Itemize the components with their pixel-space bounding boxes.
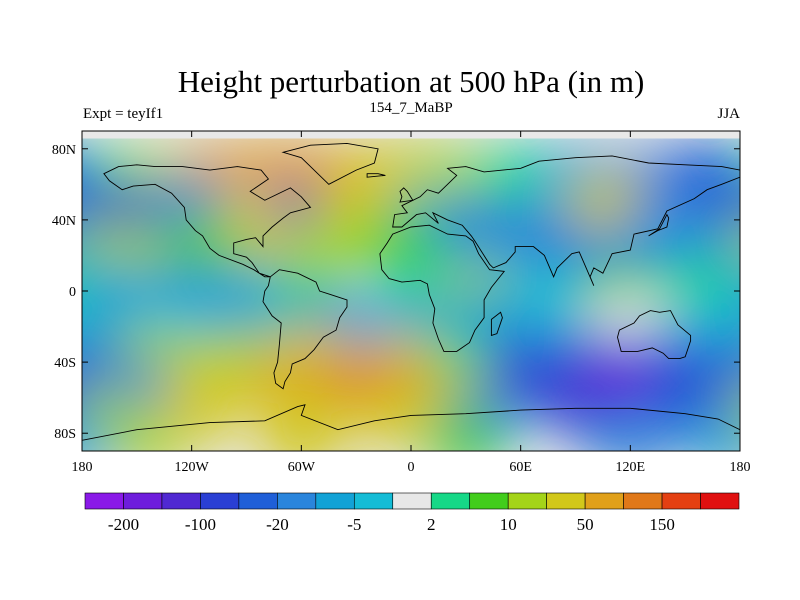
left-subtitle: Expt = teyIf1 <box>83 106 163 122</box>
colorbar-label-7: 150 <box>649 515 675 534</box>
colorbar-swatch-7 <box>353 492 394 510</box>
y-axis-ticks: 80N 40N 0 40S 80S <box>52 143 740 442</box>
field-cell-24 <box>751 224 800 280</box>
colorbar-label-4: 2 <box>427 515 436 534</box>
field-cell-46 <box>367 291 455 348</box>
right-subtitle: JJA <box>717 106 740 122</box>
colorbar-swatch-10 <box>469 492 509 510</box>
x-tick-label-3: 0 <box>408 460 415 475</box>
y-tick-label-2: 0 <box>69 285 76 300</box>
coastline-5 <box>617 310 692 360</box>
x-axis-ticks: 180 120W 60W 0 60E 120E 180 <box>72 131 751 475</box>
field-cell-59 <box>0 331 53 387</box>
colorbar-label-6: 50 <box>577 515 594 534</box>
perturbation-field <box>0 138 800 472</box>
colorbar: -200 -100 -20 -5 2 10 50 150 <box>84 492 740 534</box>
colorbar-label-0: -200 <box>108 515 139 534</box>
coastline-2 <box>281 142 379 185</box>
colorbar-swatch-16 <box>700 492 740 510</box>
field-cell-28 <box>357 216 446 273</box>
colorbar-swatch-13 <box>584 492 624 510</box>
colorbar-swatch-8 <box>392 492 432 510</box>
colorbar-label-5: 10 <box>500 515 517 534</box>
chart-title: Height perturbation at 500 hPa (in m) <box>178 64 645 99</box>
field-cell-7 <box>467 145 556 202</box>
map-plot-area <box>0 131 800 472</box>
center-subtitle: 154_7_MaBP <box>369 100 452 116</box>
colorbar-swatch-12 <box>546 492 586 510</box>
field-cell-25 <box>156 220 245 277</box>
field-cell-79 <box>751 416 800 472</box>
coastline-7 <box>648 213 670 237</box>
coastline-8 <box>399 187 414 203</box>
coastline-3 <box>392 155 740 286</box>
colorbar-label-3: -5 <box>347 515 361 534</box>
colorbar-swatch-4 <box>238 492 278 510</box>
field-cell-27 <box>293 216 382 273</box>
colorbar-label-1: -100 <box>185 515 216 534</box>
x-tick-label-4: 60E <box>509 460 532 475</box>
x-tick-label-6: 180 <box>730 460 751 475</box>
colorbar-swatch-15 <box>661 492 701 510</box>
coastlines <box>82 142 740 451</box>
field-cell-82 <box>586 415 675 451</box>
field-cell-81 <box>421 415 510 451</box>
y-tick-label-3: 40S <box>54 356 76 371</box>
coastline-1 <box>262 269 348 390</box>
x-tick-label-2: 60W <box>288 460 316 475</box>
field-cell-1 <box>769 153 800 209</box>
field-cell-75 <box>348 391 437 447</box>
x-tick-label-1: 120W <box>175 460 210 475</box>
colorbar-swatch-9 <box>430 492 471 510</box>
field-cell-80 <box>257 415 346 451</box>
colorbar-swatch-5 <box>277 492 317 510</box>
colorbar-swatch-1 <box>123 492 163 510</box>
x-tick-label-0: 180 <box>72 460 93 475</box>
coastline-6 <box>490 311 503 337</box>
field-cell-50 <box>82 311 90 343</box>
field-cell-62 <box>751 361 800 417</box>
colorbar-swatch-14 <box>623 492 663 510</box>
y-tick-label-1: 40N <box>52 214 76 229</box>
field-cell-10 <box>82 154 90 186</box>
field-cell-52 <box>769 327 800 383</box>
coastline-4 <box>379 224 506 352</box>
coastline-9 <box>366 173 386 178</box>
colorbar-swatch-11 <box>507 492 547 510</box>
y-tick-label-0: 80N <box>52 143 76 158</box>
field-cell-21 <box>0 195 53 251</box>
coastline-10 <box>82 404 740 451</box>
x-tick-label-5: 120E <box>616 460 646 475</box>
field-cell-83 <box>82 416 117 451</box>
colorbar-swatch-3 <box>200 492 240 510</box>
colorbar-swatch-2 <box>161 492 201 510</box>
colorbar-swatch-0 <box>84 492 124 510</box>
field-cell-83 <box>686 415 740 451</box>
field-cell-6 <box>403 145 492 202</box>
colorbar-label-2: -20 <box>266 515 289 534</box>
field-cell-12 <box>751 185 800 241</box>
coastline-0 <box>103 164 312 278</box>
y-tick-label-4: 80S <box>54 427 76 442</box>
colorbar-swatch-6 <box>315 492 355 510</box>
field-cell-32 <box>82 239 90 271</box>
